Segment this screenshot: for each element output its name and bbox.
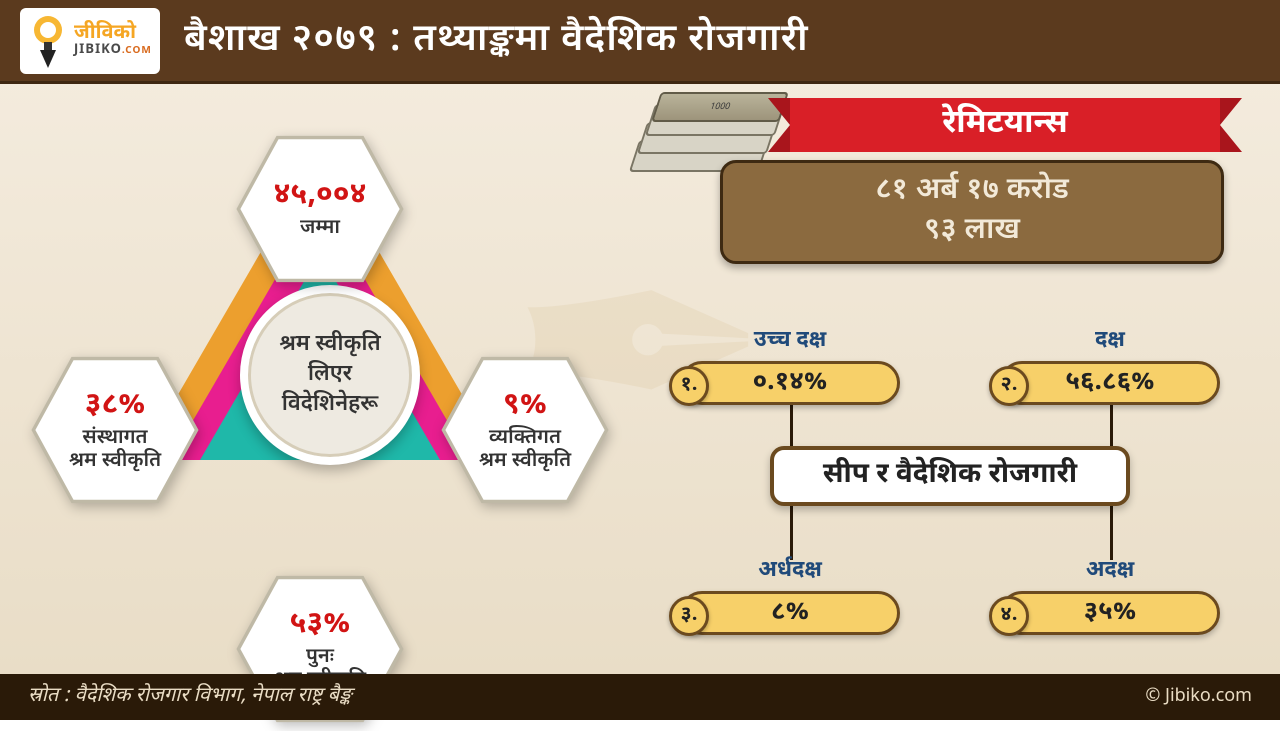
hex-total: ४५,००४जम्मा bbox=[235, 134, 405, 284]
logo: जीविको JIBIKO.COM bbox=[20, 8, 160, 74]
skill-skilled: दक्ष २.५६.८६% bbox=[1000, 326, 1220, 405]
logo-np: जीविको bbox=[74, 24, 152, 44]
header-bar: जीविको JIBIKO.COM बैशाख २०७९ : तथ्याङ्कम… bbox=[0, 0, 1280, 84]
footer-bar: स्रोत : वैदेशिक रोजगार विभाग, नेपाल राष्… bbox=[0, 674, 1280, 720]
center-circle: श्रम स्वीकृति लिएर विदेशिनेहरू bbox=[240, 285, 420, 465]
hex-individual: ९%व्यक्तिगत श्रम स्वीकृति bbox=[440, 355, 610, 505]
hex-institutional: ३८%संस्थागत श्रम स्वीकृति bbox=[30, 355, 200, 505]
skill-breakdown: सीप र वैदेशिक रोजगारी उच्च दक्ष १.०.१४% … bbox=[670, 326, 1230, 646]
copyright-text: © Jibiko.com bbox=[1145, 686, 1252, 709]
bulb-icon bbox=[28, 14, 68, 68]
skill-highly-skilled: उच्च दक्ष १.०.१४% bbox=[680, 326, 900, 405]
source-text: स्रोत : वैदेशिक रोजगार विभाग, नेपाल राष्… bbox=[28, 684, 352, 710]
labor-approval-diagram: श्रम स्वीकृति लिएर विदेशिनेहरू ४५,००४जम्… bbox=[30, 100, 610, 630]
skill-center-box: सीप र वैदेशिक रोजगारी bbox=[770, 446, 1130, 506]
connector-line bbox=[1110, 504, 1113, 560]
page-title: बैशाख २०७९ : तथ्याङ्कमा वैदेशिक रोजगारी bbox=[184, 16, 809, 66]
connector-line bbox=[790, 504, 793, 560]
skill-semi-skilled: अर्धदक्ष ३.८% bbox=[680, 556, 900, 635]
logo-en: JIBIKO.COM bbox=[74, 44, 152, 57]
infographic-page: ✒ जीविको JIBIKO.COM बैशाख २०७९ : तथ्याङ्… bbox=[0, 0, 1280, 720]
skill-unskilled: अदक्ष ४.३५% bbox=[1000, 556, 1220, 635]
hex-left-label: संस्थागत श्रम स्वीकृति bbox=[69, 428, 161, 474]
remittance-ribbon: रेमिटयान्स bbox=[790, 98, 1220, 152]
logo-text: जीविको JIBIKO.COM bbox=[74, 24, 152, 57]
remittance-amount: ८१ अर्ब १७ करोड ९३ लाख bbox=[720, 160, 1224, 264]
